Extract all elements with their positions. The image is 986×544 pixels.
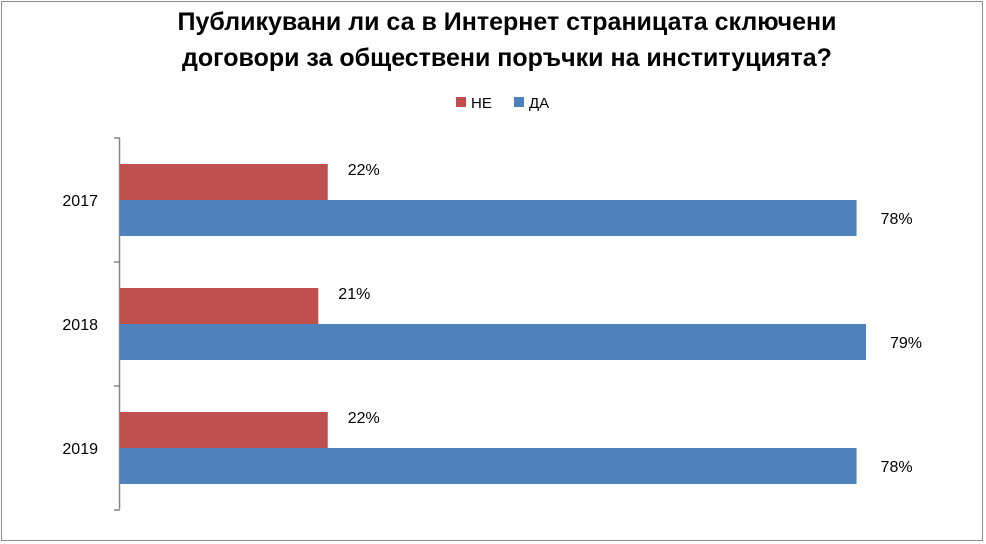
bar-ne-2018 [120, 288, 319, 324]
bar-ne-2017 [120, 164, 328, 200]
bar-da-2017 [120, 200, 857, 236]
bar-da-2019 [120, 448, 857, 484]
y-axis-ticks [114, 137, 120, 511]
value-label-ne-2018: 21% [338, 286, 370, 303]
legend: НЕ ДА [456, 95, 549, 112]
legend-label-da: ДА [529, 95, 549, 112]
bars [120, 164, 866, 484]
value-label-ne-2017: 22% [348, 162, 380, 179]
legend-swatch-ne [456, 97, 466, 107]
value-label-ne-2019: 22% [348, 410, 380, 427]
value-labels: 22% 78% 21% 79% 22% 78% [338, 162, 922, 476]
value-label-da-2018: 79% [890, 335, 922, 352]
chart-title-line-1: Публикувани ли са в Интернет страницата … [178, 8, 837, 36]
chart-title-line-2: договори за обществени поръчки на инстит… [182, 44, 832, 72]
category-label-2017: 2017 [62, 193, 98, 210]
legend-swatch-da [514, 97, 524, 107]
category-label-2018: 2018 [62, 317, 98, 334]
bar-da-2018 [120, 324, 866, 360]
category-label-2019: 2019 [62, 441, 98, 458]
category-labels: 2017 2018 2019 [62, 193, 98, 458]
chart-title: Публикувани ли са в Интернет страницата … [178, 8, 837, 72]
bar-ne-2019 [120, 412, 328, 448]
value-label-da-2019: 78% [881, 459, 913, 476]
value-label-da-2017: 78% [881, 211, 913, 228]
legend-label-ne: НЕ [471, 95, 492, 112]
